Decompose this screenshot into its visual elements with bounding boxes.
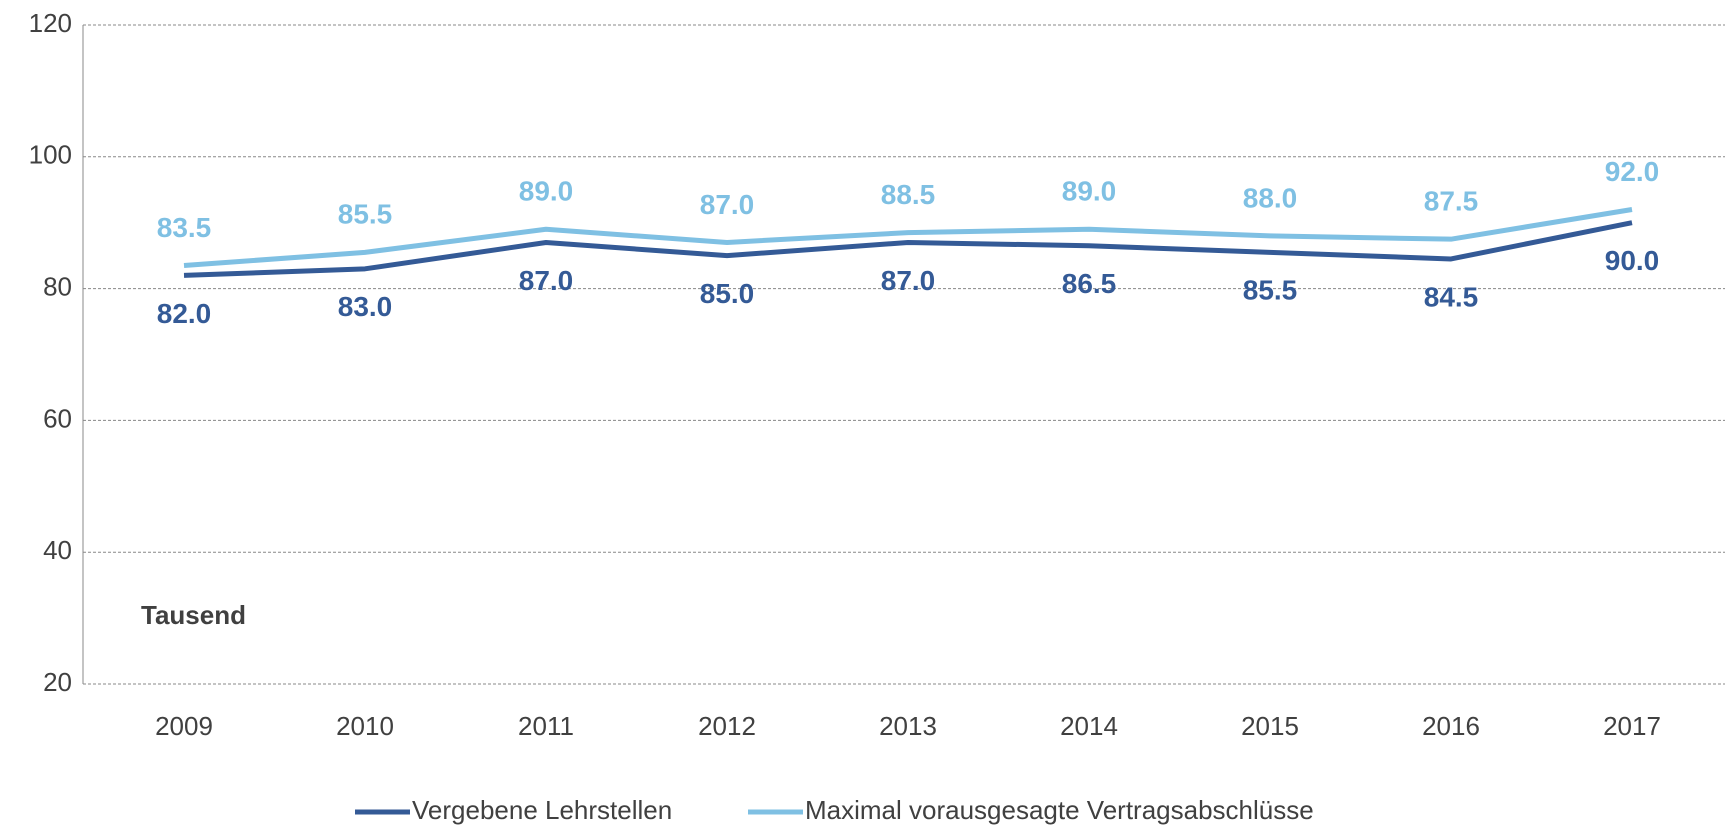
value-label: 83.0 [338,291,393,322]
x-tick-label: 2016 [1422,711,1480,741]
value-label: 92.0 [1605,156,1660,187]
y-tick-label: 20 [43,667,72,697]
value-label: 87.0 [700,189,755,220]
y-tick-label: 40 [43,535,72,565]
line [183,207,1633,269]
value-label: 84.5 [1424,281,1479,312]
legend-label: Vergebene Lehrstellen [412,795,672,825]
value-label: 86.5 [1062,268,1117,299]
x-tick-label: 2014 [1060,711,1118,741]
value-label: 83.5 [157,212,212,243]
y-tick-label: 80 [43,271,72,301]
value-label: 82.0 [157,298,212,329]
x-tick-label: 2015 [1241,711,1299,741]
line [183,220,1633,278]
value-label: 88.0 [1243,182,1298,213]
x-tick-label: 2012 [698,711,756,741]
value-label: 87.0 [519,265,574,296]
value-label: 87.5 [1424,186,1479,217]
value-label: 88.5 [881,179,936,210]
value-label: 85.5 [1243,275,1298,306]
value-label: 87.0 [881,265,936,296]
value-label: 85.5 [338,199,393,230]
value-label: 90.0 [1605,245,1660,276]
x-tick-label: 2011 [518,711,574,741]
annotation: Tausend [141,600,246,630]
y-tick-label: 60 [43,403,72,433]
value-label: 89.0 [1062,176,1117,207]
y-tick-label: 120 [29,8,72,38]
x-tick-label: 2017 [1603,711,1661,741]
x-tick-label: 2010 [336,711,394,741]
value-label: 85.0 [700,278,755,309]
x-tick-label: 2013 [879,711,937,741]
legend-label: Maximal vorausgesagte Vertragsabschlüsse [805,795,1314,825]
x-tick-label: 2009 [155,711,213,741]
y-tick-label: 100 [29,140,72,170]
value-label: 89.0 [519,176,574,207]
